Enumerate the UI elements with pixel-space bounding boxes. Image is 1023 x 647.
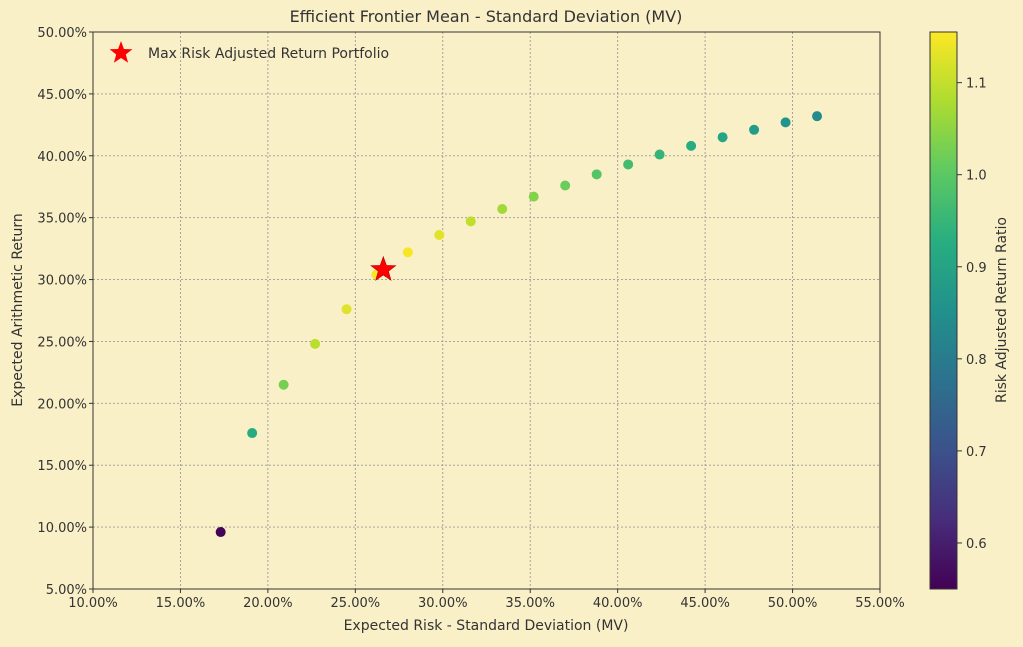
x-tick-label: 30.00% bbox=[418, 596, 468, 611]
scatter-point bbox=[497, 204, 508, 215]
scatter-point bbox=[780, 117, 791, 128]
x-tick-label: 40.00% bbox=[593, 596, 643, 611]
y-tick-label: 50.00% bbox=[37, 26, 87, 41]
plot-frame bbox=[92, 31, 881, 590]
legend: Max Risk Adjusted Return Portfolio bbox=[109, 41, 389, 63]
scatter-point bbox=[686, 140, 697, 151]
x-tick-label: 20.00% bbox=[243, 596, 293, 611]
scatter-point bbox=[278, 379, 289, 390]
y-tick-label: 45.00% bbox=[37, 88, 87, 103]
colorbar-tick-label: 0.8 bbox=[966, 353, 987, 368]
legend-label: Max Risk Adjusted Return Portfolio bbox=[148, 46, 389, 62]
max-portfolio-layer bbox=[370, 255, 397, 281]
y-tick-label: 30.00% bbox=[37, 274, 87, 289]
x-tick-label: 15.00% bbox=[156, 596, 206, 611]
y-axis-label: Expected Arithmetic Return bbox=[10, 213, 26, 407]
scatter-point bbox=[812, 111, 823, 122]
y-tick-label: 5.00% bbox=[46, 583, 87, 598]
plot-area bbox=[93, 32, 880, 589]
colorbar-tick-label: 0.6 bbox=[966, 537, 987, 552]
scatter-point bbox=[591, 169, 602, 180]
x-tick-label: 25.00% bbox=[331, 596, 381, 611]
colorbar-tick-label: 0.7 bbox=[966, 445, 987, 460]
y-tick-label: 35.00% bbox=[37, 212, 87, 227]
colorbar-tick-label: 0.9 bbox=[966, 261, 987, 276]
y-tick-label: 40.00% bbox=[37, 150, 87, 165]
scatter-point bbox=[310, 338, 321, 349]
y-tick-label: 10.00% bbox=[37, 521, 87, 536]
x-tick-label: 45.00% bbox=[680, 596, 730, 611]
scatter-point bbox=[465, 216, 476, 227]
y-tick-label: 20.00% bbox=[37, 397, 87, 412]
scatter-point bbox=[623, 159, 634, 170]
scatter-point bbox=[654, 149, 665, 160]
scatter-point bbox=[215, 527, 226, 538]
colorbar-tick-label: 1.0 bbox=[966, 169, 987, 184]
colorbar bbox=[930, 32, 957, 589]
scatter-point bbox=[749, 124, 760, 135]
scatter-point bbox=[247, 428, 258, 439]
legend-star-marker bbox=[109, 41, 133, 63]
x-tick-label: 50.00% bbox=[768, 596, 818, 611]
colorbar-tick-label: 1.1 bbox=[966, 77, 987, 92]
x-axis-label: Expected Risk - Standard Deviation (MV) bbox=[344, 618, 629, 634]
y-axis: 5.00% 10.00% 15.00% 20.00% 25.00% 30.00% 35.00… bbox=[37, 26, 93, 598]
grid bbox=[93, 32, 880, 589]
scatter-point bbox=[717, 132, 728, 143]
scatter-point bbox=[528, 191, 539, 202]
chart-title: Efficient Frontier Mean - Standard Devia… bbox=[290, 7, 683, 26]
y-tick-label: 15.00% bbox=[37, 459, 87, 474]
scatter-point bbox=[434, 229, 445, 240]
x-tick-label: 10.00% bbox=[68, 596, 118, 611]
x-axis: 10.00% 15.00% 20.00% 25.00% 30.00% 35.00% 40.0… bbox=[68, 589, 905, 611]
colorbar-frame bbox=[929, 31, 958, 590]
scatter-point bbox=[402, 247, 413, 258]
scatter-point bbox=[341, 304, 352, 315]
scatter-points bbox=[215, 111, 823, 538]
x-tick-label: 55.00% bbox=[855, 596, 905, 611]
x-tick-label: 35.00% bbox=[505, 596, 555, 611]
colorbar-ticks: 0.6 0.7 0.8 0.9 1.0 1.1 bbox=[957, 77, 987, 552]
scatter-point bbox=[560, 180, 571, 191]
legend-star-icon bbox=[109, 41, 133, 63]
colorbar-label: Risk Adjusted Return Ratio bbox=[994, 217, 1010, 403]
max-portfolio-star bbox=[370, 255, 397, 281]
y-tick-label: 25.00% bbox=[37, 335, 87, 350]
